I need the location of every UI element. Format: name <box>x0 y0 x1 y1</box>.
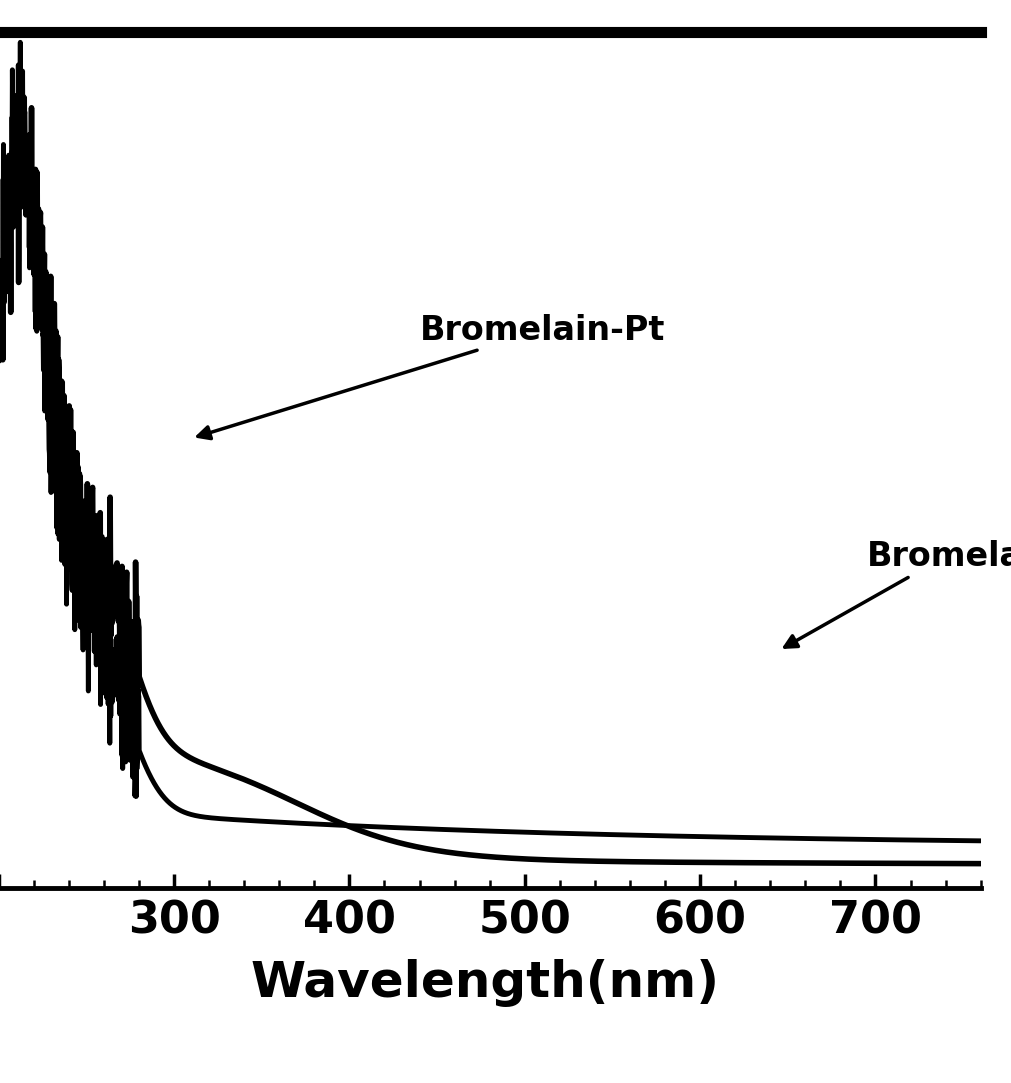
Text: Bromelain-Pt: Bromelain-Pt <box>198 314 665 439</box>
Text: Bromela: Bromela <box>785 540 1011 648</box>
X-axis label: Wavelength(nm): Wavelength(nm) <box>251 958 720 1007</box>
